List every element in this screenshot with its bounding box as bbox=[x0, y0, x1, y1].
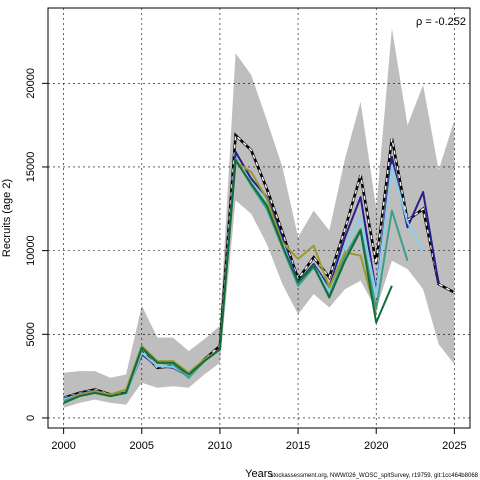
footer-source: stockassessment.org, NWW026_WOSC_spltSur… bbox=[270, 473, 478, 479]
series-lines bbox=[63, 132, 456, 404]
x-tick-label: 2005 bbox=[130, 440, 154, 452]
y-tick-label: 15000 bbox=[25, 152, 37, 183]
confidence-band-layer bbox=[63, 28, 455, 408]
x-tick-label: 2015 bbox=[286, 440, 310, 452]
axes: 2000 2005 2010 2015 2020 2025 0 5000 10000 15000 2… bbox=[25, 68, 467, 452]
y-tick-label: 10000 bbox=[25, 235, 37, 266]
x-tick-label: 2000 bbox=[51, 440, 75, 452]
gridlines bbox=[48, 8, 470, 428]
y-tick-label: 0 bbox=[25, 415, 37, 421]
x-tick-label: 2025 bbox=[442, 440, 466, 452]
plot-frame bbox=[47, 7, 471, 429]
rho-annotation: ρ = -0.252 bbox=[416, 16, 466, 28]
confidence-band bbox=[63, 28, 455, 408]
y-axis-label: Recruits (age 2) bbox=[1, 179, 13, 257]
x-tick-label: 2010 bbox=[208, 440, 232, 452]
y-tick-label: 20000 bbox=[25, 68, 37, 99]
x-tick-label: 2020 bbox=[364, 440, 388, 452]
y-tick-label: 5000 bbox=[25, 322, 37, 346]
series-line-5 bbox=[63, 159, 393, 404]
x-axis-label: Years bbox=[245, 468, 273, 480]
